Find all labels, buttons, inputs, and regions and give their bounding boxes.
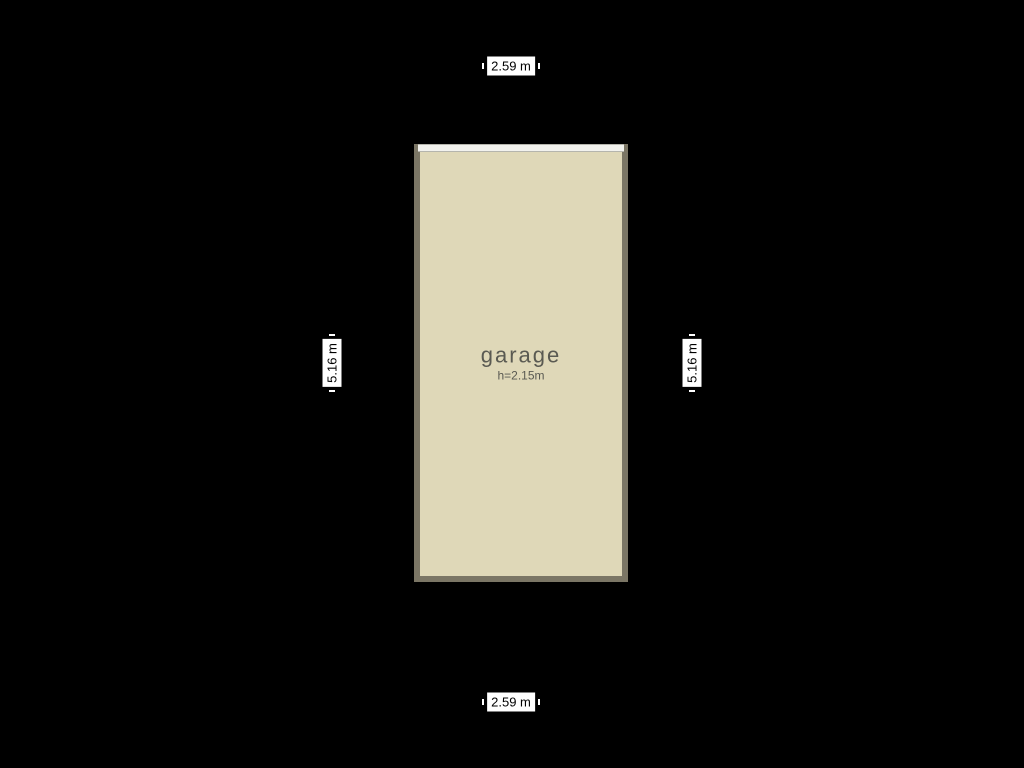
dim-tick: [689, 390, 695, 392]
dim-tick: [689, 334, 695, 336]
room-height-text: h=2.15m: [481, 370, 562, 383]
room-label: garage h=2.15m: [481, 343, 562, 382]
floorplan-canvas: garage h=2.15m 2.59 m 2.59 m 5.16 m 5.16…: [0, 0, 1024, 768]
dim-tick: [329, 390, 335, 392]
dimension-left: 5.16 m: [323, 339, 342, 387]
dim-tick: [538, 699, 540, 705]
dim-tick: [482, 63, 484, 69]
dimension-bottom: 2.59 m: [487, 693, 535, 712]
dim-tick: [329, 334, 335, 336]
dim-tick: [538, 63, 540, 69]
room-name-text: garage: [481, 343, 562, 367]
dim-tick: [482, 699, 484, 705]
garage-door: [418, 144, 624, 152]
dimension-right: 5.16 m: [683, 339, 702, 387]
room-garage: garage h=2.15m: [414, 144, 628, 582]
dimension-top: 2.59 m: [487, 57, 535, 76]
